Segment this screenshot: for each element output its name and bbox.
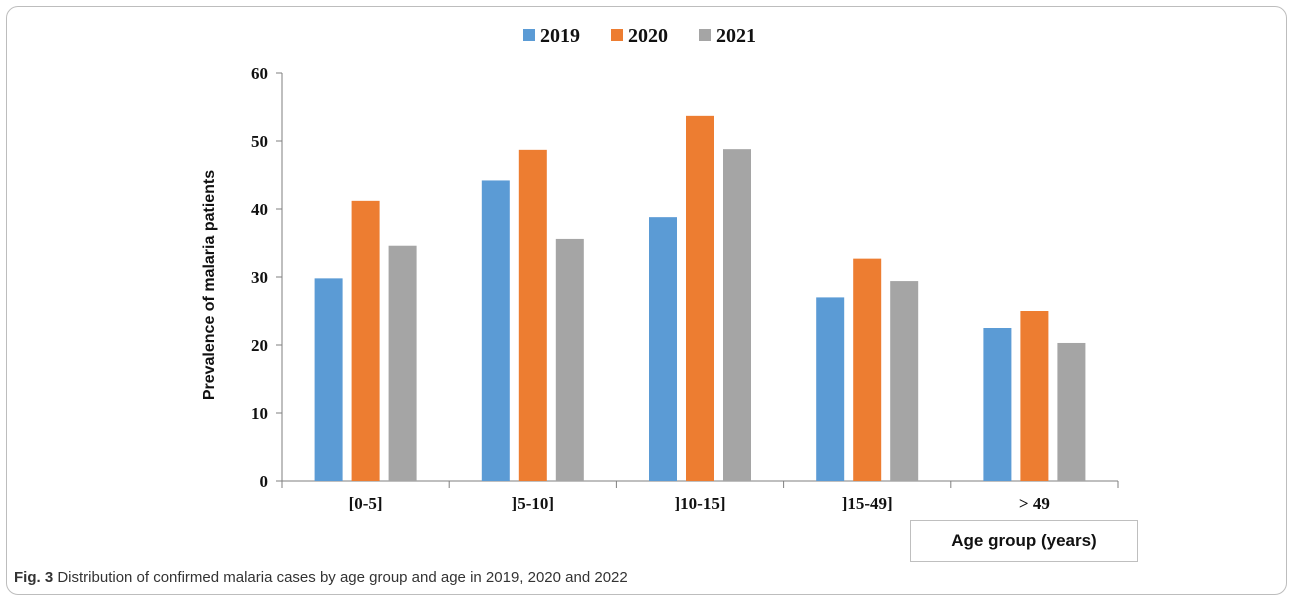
bar-2020-4: [1020, 311, 1049, 481]
bar-2021-4: [1057, 342, 1086, 481]
bar-2019-0: [314, 278, 343, 481]
y-tick-label: 50: [251, 132, 268, 151]
x-axis-title: Age group (years): [910, 520, 1138, 562]
y-tick-label: 20: [251, 336, 268, 355]
y-tick-label: 60: [251, 64, 268, 83]
y-tick-label: 40: [251, 200, 268, 219]
figure-frame: [6, 6, 1287, 595]
legend-label: 2019: [540, 25, 580, 47]
legend-item-2020: 2020: [611, 25, 668, 47]
y-tick-label: 10: [251, 404, 268, 423]
figure-label: Fig. 3: [14, 569, 54, 586]
bar-2019-2: [649, 217, 677, 481]
x-tick-label: ]15-49]: [842, 494, 893, 513]
legend-swatch: [611, 29, 623, 41]
bar-2020-0: [351, 200, 380, 481]
y-axis: 0 10 20 30 40 50 60: [251, 64, 283, 491]
x-tick-label: ]10-15]: [675, 494, 726, 513]
bar-2020-2: [686, 115, 714, 481]
legend-swatch: [523, 29, 535, 41]
legend-swatch: [699, 29, 711, 41]
caption-text: Distribution of confirmed malaria cases …: [57, 569, 628, 586]
bar-2019-1: [481, 180, 510, 481]
y-tick-label: 0: [260, 472, 269, 491]
bar-2019-3: [816, 297, 845, 481]
y-tick-label: 30: [251, 268, 268, 287]
legend-label: 2020: [628, 25, 668, 47]
bar-2021-2: [723, 149, 751, 481]
x-axis: [0-5] ]5-10] ]10-15] ]15-49] > 49: [281, 480, 1119, 513]
bar-2021-0: [388, 245, 417, 481]
bar-2021-3: [890, 281, 919, 481]
legend-item-2021: 2021: [699, 25, 756, 47]
bar-2019-4: [983, 328, 1012, 481]
y-axis-title-text: Prevalence of malaria patients: [201, 169, 218, 401]
x-tick-label: [0-5]: [349, 494, 383, 513]
legend-label: 2021: [716, 25, 756, 47]
bar-2020-1: [518, 149, 547, 481]
bar-2021-1: [555, 238, 584, 481]
x-tick-label: > 49: [1019, 494, 1050, 513]
figure-caption: Fig. 3 Distribution of confirmed malaria…: [14, 569, 628, 586]
legend: 2019 2020 2021: [523, 25, 756, 47]
bar-2020-3: [853, 258, 882, 481]
x-axis-title-text: Age group (years): [951, 531, 1097, 550]
bars: [314, 115, 1086, 481]
x-tick-label: ]5-10]: [512, 494, 554, 513]
legend-item-2019: 2019: [523, 25, 580, 47]
